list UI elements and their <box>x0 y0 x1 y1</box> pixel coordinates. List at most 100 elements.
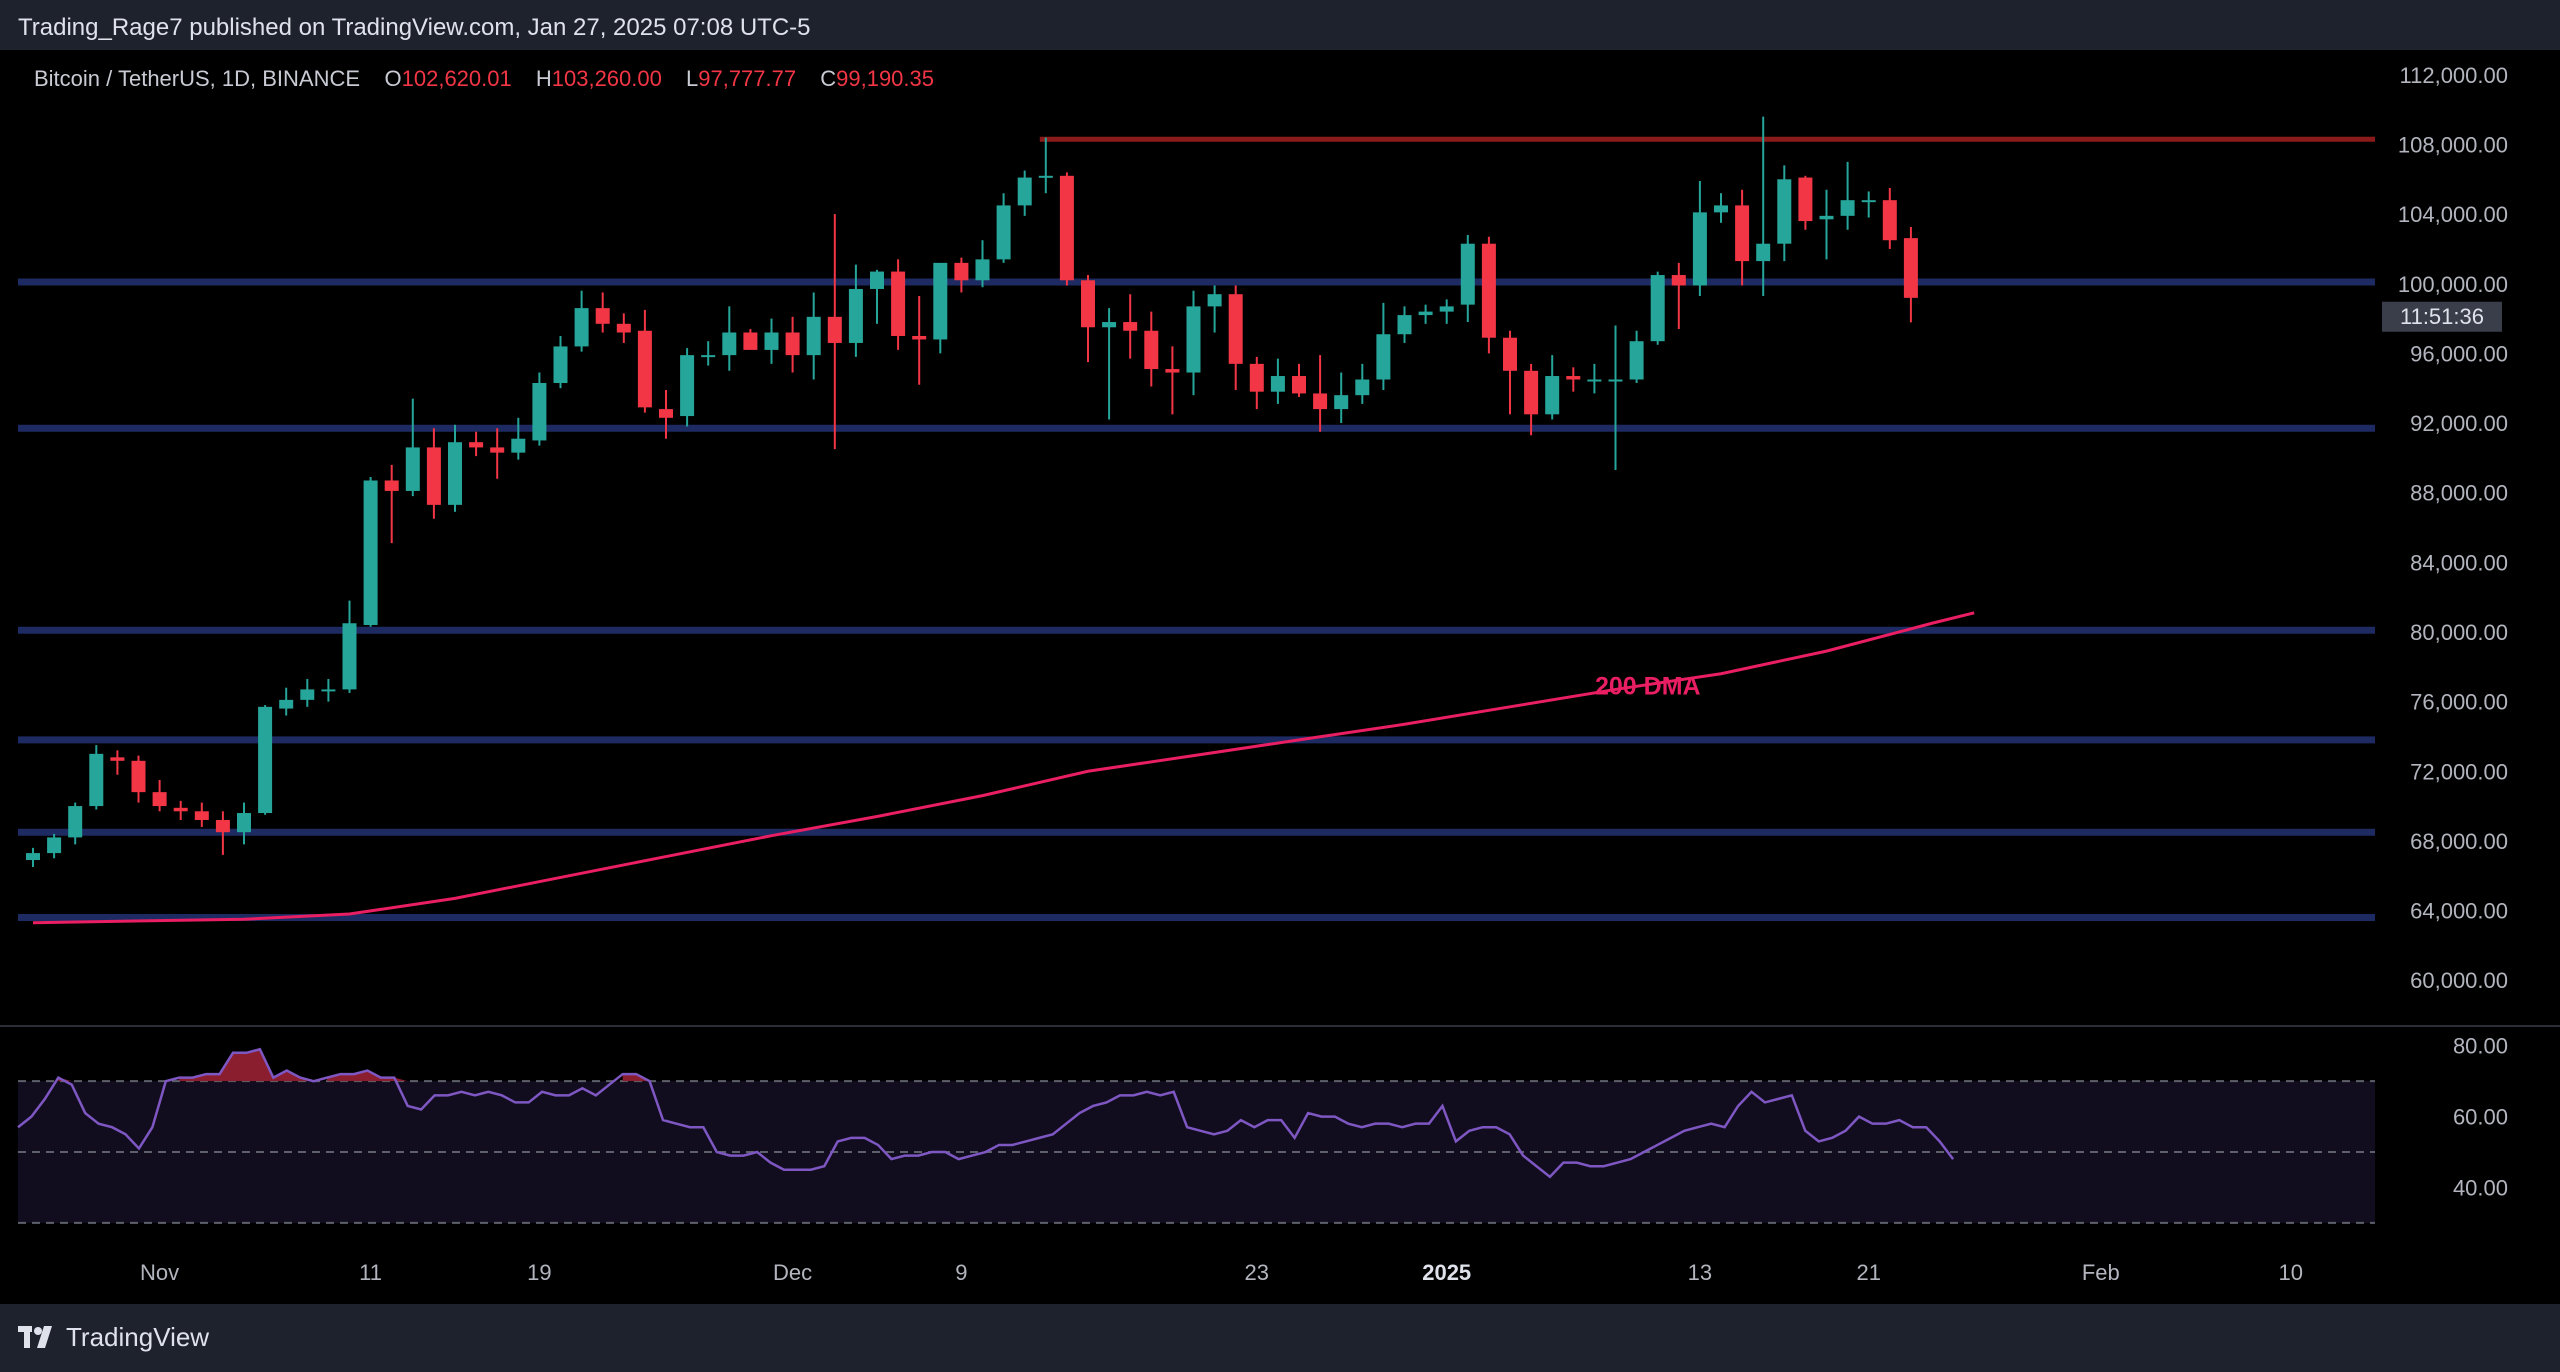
candle-body-44 <box>954 262 969 281</box>
time-tick-label-4: 9 <box>955 1260 967 1285</box>
candle-body-3 <box>89 753 104 807</box>
candle-body-18 <box>405 447 420 491</box>
countdown-badge-bg <box>2382 301 2502 332</box>
moving-average-line <box>32 611 1975 925</box>
candle-body-84 <box>1798 177 1813 222</box>
candle-body-48 <box>1038 175 1053 178</box>
time-tick-label-3: Dec <box>773 1260 812 1285</box>
rsi-tick-label-1: 60.00 <box>2453 1105 2508 1130</box>
candle-body-21 <box>469 442 484 448</box>
candle-body-29 <box>637 330 652 408</box>
legend-close: 99,190.35 <box>836 66 934 91</box>
candle-body-28 <box>616 323 631 333</box>
candle-body-86 <box>1840 200 1855 216</box>
time-tick-label-1: 11 <box>359 1260 382 1285</box>
time-tick-label-6: 2025 <box>1422 1260 1471 1285</box>
price-tick-label-7: 84,000.00 <box>2410 550 2508 575</box>
legend-low: 97,777.77 <box>698 66 797 91</box>
candle-body-39 <box>848 288 863 343</box>
price-tick-label-5: 92,000.00 <box>2410 411 2508 436</box>
candle-body-49 <box>1059 175 1074 281</box>
candle-body-45 <box>975 259 990 281</box>
candle-body-53 <box>1144 330 1159 370</box>
legend-high-label: H <box>535 66 552 91</box>
price-tick-label-6: 88,000.00 <box>2410 481 2508 506</box>
candle-body-42 <box>912 335 927 340</box>
candle-body-83 <box>1777 179 1792 244</box>
candle-body-6 <box>152 792 167 807</box>
price-tick-label-12: 64,000.00 <box>2410 899 2508 924</box>
candle-body-7 <box>173 807 188 812</box>
price-tick-label-3: 100,000.00 <box>2398 272 2508 297</box>
candle-body-73 <box>1566 376 1581 380</box>
candle-body-85 <box>1819 215 1834 220</box>
candle-body-22 <box>490 447 505 453</box>
candle-body-63 <box>1355 379 1370 396</box>
candle-body-79 <box>1692 212 1707 286</box>
candle-body-2 <box>68 806 83 838</box>
candle-body-33 <box>722 332 737 356</box>
candle-body-9 <box>215 820 230 833</box>
tradingview-brand: TradingView <box>66 1322 210 1352</box>
candle-body-0 <box>26 853 40 861</box>
countdown-badge: 11:51:36 <box>2400 304 2484 329</box>
candle-body-19 <box>426 447 441 505</box>
candle-body-32 <box>701 355 716 358</box>
candle-body-13 <box>300 689 315 700</box>
candle-body-81 <box>1735 205 1750 262</box>
candle-body-25 <box>553 346 568 383</box>
rsi-overbought-fill <box>179 1049 314 1082</box>
candle-body-74 <box>1587 379 1602 382</box>
candle-body-71 <box>1524 370 1539 415</box>
candle-body-15 <box>342 623 357 690</box>
legend-high: 103,260.00 <box>551 66 662 91</box>
candle-body-31 <box>680 355 695 417</box>
candle-body-50 <box>1081 280 1095 328</box>
candle-body-54 <box>1165 369 1180 373</box>
price-tick-label-10: 72,000.00 <box>2410 759 2508 784</box>
rsi-overbought-fill <box>622 1074 650 1082</box>
candle-body-20 <box>448 442 462 505</box>
candle-body-52 <box>1123 322 1138 331</box>
tradingview-logo[interactable]: TradingView <box>18 1322 209 1353</box>
candle-body-68 <box>1460 243 1475 305</box>
candle-body-47 <box>1017 177 1032 206</box>
legend-open-label: O <box>384 66 402 91</box>
candle-body-17 <box>384 480 399 491</box>
price-tick-label-8: 80,000.00 <box>2410 620 2508 645</box>
candle-body-27 <box>595 308 610 324</box>
legend-close-label: C <box>820 66 837 91</box>
legend-symbol: Bitcoin / TetherUS, 1D, BINANCE <box>34 66 361 91</box>
rsi-line <box>17 1047 1955 1179</box>
candle-body-4 <box>110 757 125 761</box>
candle-body-66 <box>1418 311 1433 316</box>
candle-body-23 <box>511 438 526 453</box>
footer: TradingView <box>0 1304 2560 1372</box>
candle-body-69 <box>1481 243 1496 338</box>
candle-body-26 <box>574 308 589 347</box>
legend-low-label: L <box>685 66 699 91</box>
time-tick-label-10: 10 <box>2278 1260 2302 1285</box>
time-tick-label-9: Feb <box>2082 1260 2120 1285</box>
time-tick-label-7: 13 <box>1688 1260 1712 1285</box>
candle-body-11 <box>258 706 273 814</box>
candle-body-59 <box>1270 376 1285 392</box>
candle-body-1 <box>47 837 62 854</box>
candle-body-72 <box>1545 376 1560 415</box>
chart-area[interactable]: 200 DMA 112,000.00 108,000.00 104,000.00 100… <box>0 50 2560 1304</box>
tradingview-logo-icon <box>18 1325 52 1348</box>
candle-body-89 <box>1903 238 1918 298</box>
publish-info: Trading_Rage7 published on TradingView.c… <box>18 14 811 41</box>
candle-body-30 <box>659 409 673 418</box>
candle-body-61 <box>1313 393 1328 410</box>
price-tick-label-13: 60,000.00 <box>2410 968 2508 993</box>
candle-body-43 <box>933 262 948 340</box>
candle-body-56 <box>1207 294 1222 307</box>
candle-body-10 <box>237 813 251 833</box>
candle-body-77 <box>1650 275 1665 342</box>
price-tick-label-11: 68,000.00 <box>2410 829 2508 854</box>
chart-canvas[interactable]: 200 DMA 112,000.00 108,000.00 104,000.00 100… <box>0 50 2560 1304</box>
candle-body-88 <box>1882 200 1897 241</box>
candle-body-16 <box>363 480 378 625</box>
candle-body-75 <box>1608 379 1623 382</box>
